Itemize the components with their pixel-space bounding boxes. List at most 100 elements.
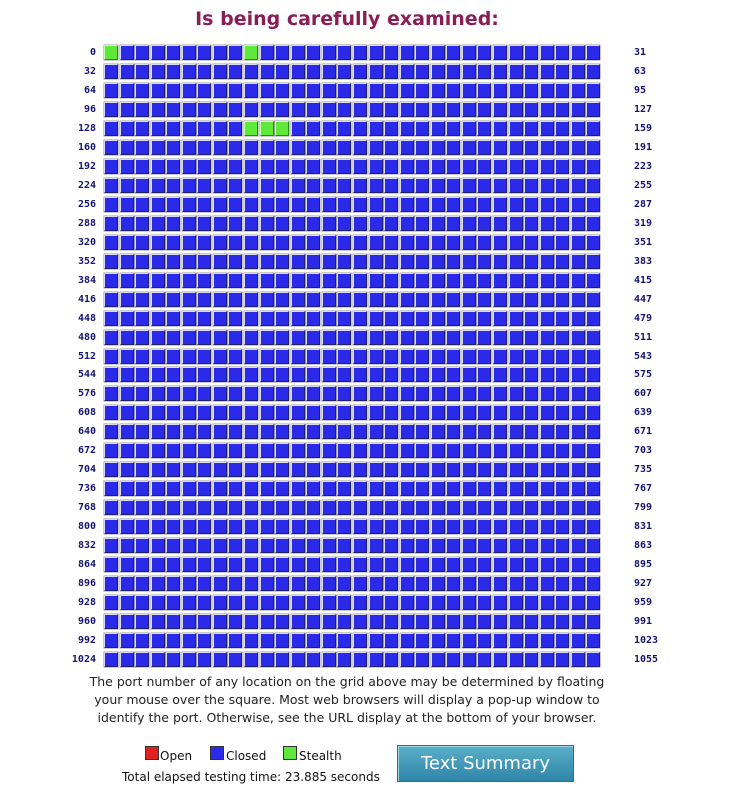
port-cell [290, 272, 305, 288]
port-cell [352, 82, 367, 98]
port-cell [275, 329, 290, 345]
port-cell [150, 196, 165, 212]
port-cell [166, 196, 181, 212]
port-cell [524, 158, 539, 174]
note-line: identify the port. Otherwise, see the UR… [97, 710, 597, 725]
port-cell [166, 272, 181, 288]
port-cell [166, 177, 181, 193]
port-cell [275, 196, 290, 212]
port-cell [446, 595, 461, 611]
port-cell [477, 614, 492, 630]
port-cell [119, 101, 134, 117]
port-cell [508, 177, 523, 193]
port-cell [430, 595, 445, 611]
port-cell [259, 443, 274, 459]
port-cell [228, 253, 243, 269]
port-cell [570, 329, 585, 345]
port-cell [166, 576, 181, 592]
port-cell [244, 63, 259, 79]
port-cell [135, 405, 150, 421]
port-cell [244, 120, 259, 136]
port-cell [197, 234, 212, 250]
port-cell [306, 462, 321, 478]
text-summary-button[interactable]: Text Summary [397, 745, 574, 782]
port-cell [570, 63, 585, 79]
port-cell [228, 652, 243, 668]
port-cell [446, 386, 461, 402]
port-cell [493, 557, 507, 573]
port-cell [119, 519, 134, 535]
port-cell [119, 348, 134, 364]
port-cell [306, 45, 321, 60]
port-cell [384, 82, 399, 98]
port-cell [493, 82, 507, 98]
port-cell [150, 576, 165, 592]
port-cell [119, 139, 134, 155]
port-cell [150, 139, 165, 155]
port-cell [524, 557, 539, 573]
row-end-label: 1055 [634, 654, 659, 666]
port-cell [306, 215, 321, 231]
port-cell [244, 329, 259, 345]
legend-swatch-stealth [283, 746, 297, 760]
port-cell [244, 101, 259, 117]
port-cell [493, 462, 507, 478]
port-cell [555, 614, 570, 630]
port-cell [415, 329, 430, 345]
port-cell [197, 82, 212, 98]
port-cell [399, 633, 414, 649]
port-cell [290, 196, 305, 212]
port-cell [384, 405, 399, 421]
port-cell [166, 348, 181, 364]
port-cell [228, 367, 243, 383]
port-cell [539, 272, 554, 288]
port-cell [197, 538, 212, 554]
port-cell [384, 481, 399, 497]
row-start-label: 608 [77, 407, 96, 419]
port-cell [244, 652, 259, 668]
port-cell [446, 196, 461, 212]
port-cell [337, 557, 352, 573]
port-cell [259, 272, 274, 288]
port-cell [508, 139, 523, 155]
port-cell [150, 557, 165, 573]
port-cell [197, 329, 212, 345]
port-cell [275, 481, 290, 497]
port-cell [306, 139, 321, 155]
port-cell [119, 177, 134, 193]
row-end-label: 255 [634, 179, 653, 191]
port-cell [570, 101, 585, 117]
port-cell [508, 500, 523, 516]
port-cell [104, 405, 118, 421]
port-cell [259, 139, 274, 155]
legend-open: Open [160, 749, 193, 763]
port-cell [290, 614, 305, 630]
port-cell [181, 158, 196, 174]
port-cell [539, 367, 554, 383]
port-cell [321, 462, 336, 478]
port-cell [524, 234, 539, 250]
port-cell [119, 481, 134, 497]
port-cell [197, 519, 212, 535]
port-cell [368, 291, 383, 307]
port-cell [135, 595, 150, 611]
port-cell [337, 424, 352, 440]
port-cell [446, 291, 461, 307]
port-cell [321, 120, 336, 136]
row-start-label: 736 [77, 483, 96, 495]
port-cell [586, 557, 601, 573]
port-cell [135, 652, 150, 668]
port-cell [197, 424, 212, 440]
port-cell [181, 633, 196, 649]
port-cell [477, 158, 492, 174]
port-cell [477, 291, 492, 307]
port-cell [275, 253, 290, 269]
port-cell [259, 348, 274, 364]
port-cell [150, 462, 165, 478]
port-cell [524, 576, 539, 592]
port-cell [508, 253, 523, 269]
port-cell [415, 652, 430, 668]
port-cell [415, 538, 430, 554]
port-cell [275, 63, 290, 79]
port-cell [461, 500, 476, 516]
